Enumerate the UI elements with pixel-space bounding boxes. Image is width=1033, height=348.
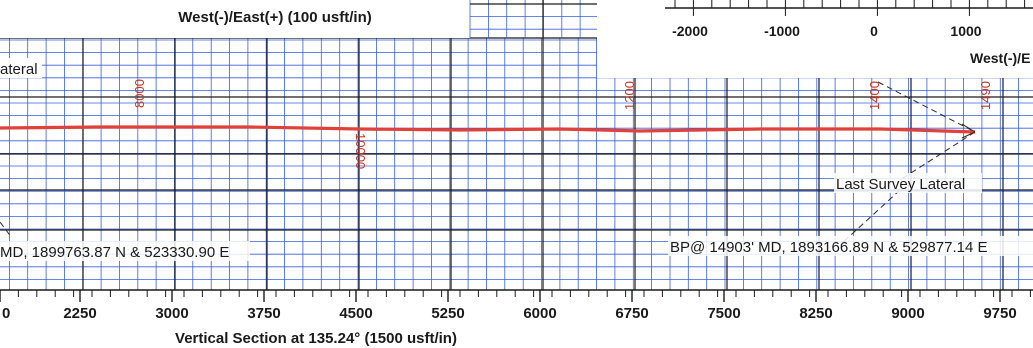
- wellpath-line: [0, 125, 976, 134]
- survey-line-lower: [899, 131, 976, 181]
- inset-tick-label: 0: [870, 23, 878, 39]
- inset-tick-label: -1000: [764, 23, 800, 39]
- left-coord-bg: [0, 241, 250, 261]
- md-marker: 8000: [132, 79, 147, 108]
- header-cutout: [0, 0, 470, 38]
- major-grid: [0, 37, 1033, 290]
- axis-tick-label: 2250: [63, 305, 96, 322]
- axis-tick-label: 4500: [339, 305, 372, 322]
- bottom-axis: 0 2250 3000 3750 4500 5250 6000 6750 7500 8250 900…: [0, 289, 1033, 322]
- survey-line-bp: [839, 189, 901, 246]
- axis-tick-label: 6750: [615, 305, 648, 322]
- axis-tick-label: 8250: [799, 305, 832, 322]
- inset-tick-label: 1000: [950, 23, 981, 39]
- md-marker: 1490: [978, 81, 993, 110]
- top-axis-title: West(-)/East(+) (100 usft/in): [178, 9, 372, 26]
- inset-axis: -2000 -1000 0 1000 West(-)/E: [665, 0, 1033, 66]
- bp-label-bg: [668, 236, 1033, 256]
- lateral-label: ateral: [0, 61, 38, 78]
- last-survey-label: Last Survey Lateral: [836, 176, 965, 193]
- survey-line-upper: [877, 81, 976, 133]
- inset-tick-label: -2000: [672, 23, 708, 39]
- left-coord-label: MD, 1899763.87 N & 523330.90 E: [0, 244, 229, 261]
- survey-lines: [0, 81, 976, 246]
- axis-tick-label: 5250: [431, 305, 464, 322]
- bp-label: BP@ 14903' MD, 1893166.89 N & 529877.14 …: [670, 239, 987, 256]
- axis-tick-label: 6000: [523, 305, 556, 322]
- axis-tick-label: 9000: [891, 305, 924, 322]
- md-marker: 1200: [622, 81, 637, 110]
- axis-tick-label: 3750: [247, 305, 280, 322]
- left-label-bg: [0, 58, 42, 78]
- axis-tick-label: 0: [2, 305, 10, 322]
- inset-ticks: [674, 0, 1026, 16]
- md-marker: 1400: [867, 81, 882, 110]
- md-marker: 10000: [353, 133, 368, 169]
- survey-label-bg: [834, 173, 982, 193]
- inset-cutout: [597, 0, 1033, 78]
- inset-axis-title: West(-)/E: [970, 50, 1030, 66]
- wellpath-arrow: [961, 123, 976, 139]
- bottom-axis-title: Vertical Section at 135.24° (1500 usft/i…: [175, 330, 457, 347]
- survey-line-left: [0, 221, 13, 239]
- top-grid-fragment: [469, 0, 597, 38]
- axis-tick-label: 7500: [707, 305, 740, 322]
- axis-tick-label: 9750: [983, 305, 1016, 322]
- axis-tick-label: 3000: [155, 305, 188, 322]
